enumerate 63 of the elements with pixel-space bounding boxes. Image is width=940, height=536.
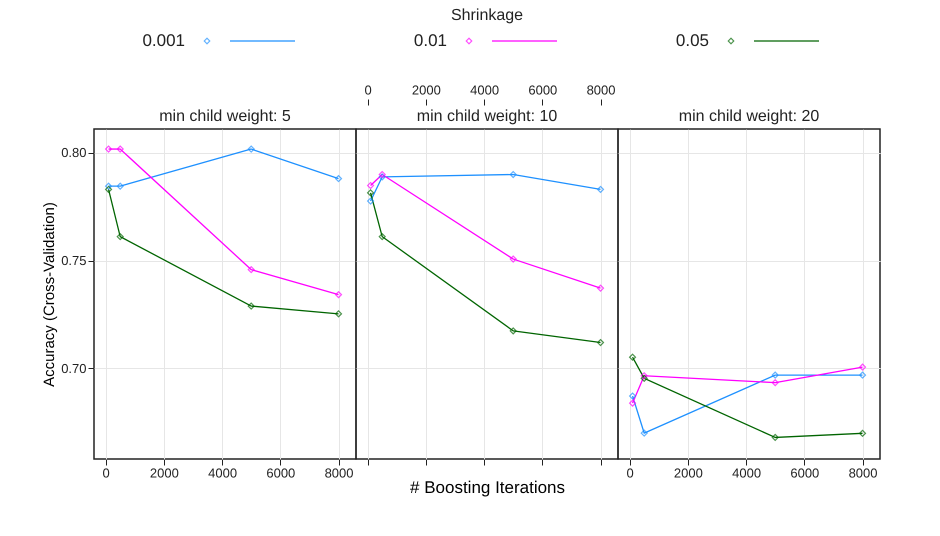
point [510,327,517,334]
point [334,310,342,318]
y-axis-title: Accuracy (Cross-Validation) [41,202,58,387]
point [596,338,604,346]
x-tick-label: 2000 [674,466,703,480]
point [367,197,374,205]
x-tick-label: 6000 [790,466,820,480]
point [248,302,255,310]
legend-label: 0.01 [414,31,447,50]
y-tick-label: 0.70 [61,360,86,376]
y-tick-label: 0.75 [61,253,86,268]
point [334,175,342,182]
x2-tick-label: 2000 [412,82,441,98]
x-tick-label: 8000 [324,466,354,480]
point [629,354,636,361]
point [858,364,866,371]
point [596,284,604,292]
point [772,434,779,441]
point [116,233,124,240]
point [367,182,374,190]
point [640,372,648,380]
x2-tick-label: 8000 [586,82,616,98]
point [640,374,648,382]
point [640,430,648,437]
y-tick-label: 0.80 [61,145,86,160]
point [510,256,517,263]
point [105,182,112,190]
point [378,173,386,180]
point [629,400,636,407]
point [367,189,374,196]
chart-title: min child weight: 20 [678,108,820,125]
point [105,146,112,153]
x-tick-label: 2000 [150,466,179,480]
point [510,170,517,178]
legend-label: 0.001 [142,31,185,50]
x-tick-label: 4000 [732,466,762,480]
point [629,392,636,400]
point [772,372,779,379]
x-tick-label: 6000 [266,466,296,480]
point [116,182,124,190]
x-tick-label: 8000 [848,466,878,480]
point [105,186,112,193]
x2-tick-label: 6000 [528,82,558,98]
point [248,266,255,274]
x2-tick-label: 4000 [470,82,500,98]
legend-label: 0.05 [676,31,709,50]
x-tick-label: 0 [102,466,110,480]
point [858,430,866,437]
point [772,379,779,386]
chart-title: min child weight: 10 [416,108,558,125]
legend-title: Shrinkage [450,7,524,24]
point [116,146,124,153]
x-tick-label: 0 [626,466,634,480]
point [248,146,255,153]
point [334,291,342,298]
point [378,233,386,240]
point [596,186,604,193]
x-axis-title: # Boosting Iterations [410,478,565,497]
x2-tick-label: 0 [364,82,372,98]
point [858,372,866,379]
point [378,170,386,178]
chart-title: min child weight: 5 [159,108,291,125]
x-tick-label: 4000 [208,466,238,480]
